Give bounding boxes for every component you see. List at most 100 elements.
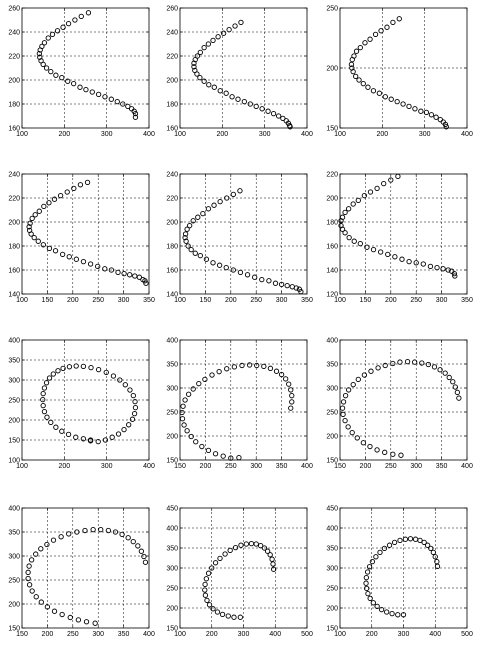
y-tick-label: 350 [166, 546, 178, 553]
y-tick-label: 150 [8, 626, 20, 633]
data-point [102, 94, 108, 100]
y-tick-label: 450 [166, 506, 178, 513]
data-point [59, 251, 66, 258]
data-point [201, 44, 207, 51]
data-point [235, 96, 241, 102]
y-tick-label: 250 [326, 410, 338, 417]
x-tick-label: 200 [58, 463, 70, 470]
data-point [105, 527, 112, 534]
data-point [130, 538, 136, 545]
y-tick-label: 200 [166, 434, 178, 441]
data-point [214, 609, 221, 615]
data-point [289, 393, 295, 399]
y-tick-label: 200 [8, 78, 20, 85]
data-point [205, 447, 212, 454]
data-point [215, 34, 221, 40]
data-point [356, 77, 362, 83]
data-point [252, 274, 258, 280]
data-point [138, 548, 145, 554]
data-point [230, 191, 236, 198]
x-tick-label: 400 [143, 631, 155, 638]
axes-frame [179, 7, 308, 129]
data-point [40, 402, 46, 409]
data-point [237, 188, 243, 194]
data-point [55, 368, 61, 374]
data-point [191, 60, 197, 66]
data-point [386, 542, 393, 548]
data-point [434, 264, 440, 271]
x-tick-label: 100 [16, 463, 28, 470]
y-tick-label: 220 [166, 54, 178, 61]
data-point [390, 360, 396, 367]
data-point [398, 452, 404, 458]
data-point [432, 554, 438, 560]
plot-area [22, 8, 149, 128]
data-point [270, 110, 277, 117]
data-point [361, 372, 368, 378]
x-tick-label: 200 [42, 631, 54, 638]
data-point [188, 246, 194, 253]
x-tick-label: 350 [461, 297, 473, 304]
data-point [210, 260, 216, 266]
data-point [339, 226, 346, 232]
data-point [59, 74, 65, 81]
data-point [202, 376, 208, 383]
data-point [238, 19, 244, 26]
axes-frame [339, 339, 468, 461]
data-point [253, 103, 259, 110]
data-point [423, 109, 430, 116]
data-point [43, 380, 50, 386]
x-tick-label: 350 [301, 297, 313, 304]
data-point [26, 582, 33, 588]
data-point [431, 364, 438, 370]
data-point [388, 177, 394, 183]
data-point [239, 362, 245, 369]
y-tick-label: 450 [326, 506, 338, 513]
data-point [37, 47, 43, 53]
data-point [184, 226, 190, 232]
x-tick-label: 300 [101, 463, 113, 470]
data-point [182, 234, 188, 241]
data-point [450, 379, 456, 385]
x-tick-label: 300 [92, 631, 104, 638]
data-point [342, 209, 348, 216]
plot-area [340, 8, 467, 128]
data-point [271, 566, 277, 572]
data-point [364, 569, 371, 575]
data-point [374, 603, 380, 610]
data-point [367, 36, 373, 42]
data-point [179, 416, 186, 422]
data-point [38, 599, 44, 605]
y-tick-label: 150 [326, 458, 338, 465]
data-point [127, 272, 133, 278]
y-tick-label: 220 [326, 172, 338, 179]
y-tick-label: 180 [166, 102, 178, 109]
x-tick-label: 300 [398, 631, 410, 638]
data-point [267, 365, 274, 371]
data-point [259, 106, 265, 112]
plot-area [180, 8, 307, 128]
x-tick-label: 100 [16, 297, 28, 304]
y-tick-label: 250 [166, 586, 178, 593]
data-point [428, 545, 434, 552]
data-point [120, 101, 126, 107]
data-point [202, 581, 208, 588]
data-point [451, 270, 457, 277]
data-point [372, 31, 379, 38]
x-tick-label: 250 [250, 297, 262, 304]
y-tick-label: 240 [166, 30, 178, 37]
data-point [40, 242, 46, 248]
x-tick-label: 300 [419, 131, 431, 138]
data-point [51, 608, 58, 614]
data-point [430, 549, 436, 556]
data-point [406, 258, 412, 265]
data-point [53, 424, 59, 430]
data-point [454, 389, 460, 395]
data-point [270, 561, 276, 567]
data-point [180, 403, 186, 409]
data-point [246, 362, 253, 368]
data-point [357, 44, 363, 51]
data-point [370, 88, 377, 94]
plot-area [180, 340, 307, 460]
